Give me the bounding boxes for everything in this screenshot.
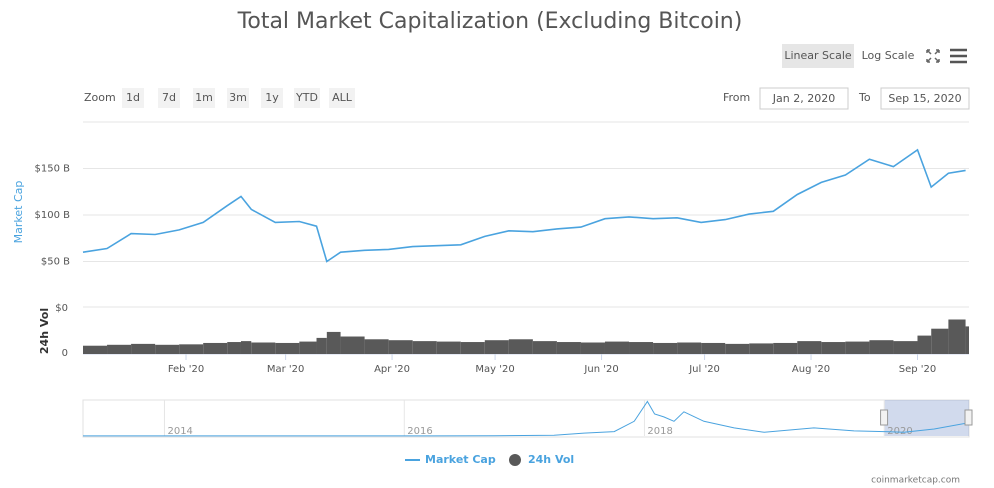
navigator-tick-label: 2018 [647, 426, 672, 437]
y-tick-label: $150 B [35, 164, 71, 175]
menu-icon[interactable] [950, 48, 967, 64]
zoom-button-label[interactable]: YTD [295, 91, 318, 104]
navigator-handle[interactable] [964, 409, 973, 426]
volume-bar [532, 341, 557, 354]
zoom-button-label[interactable]: 1d [126, 91, 140, 104]
log-scale-label[interactable]: Log Scale [862, 49, 915, 62]
linear-scale-button[interactable] [782, 44, 854, 68]
volume-bar [725, 343, 750, 354]
navigator-tick-label: 2016 [407, 426, 432, 437]
x-tick-label: Jun '20 [583, 364, 618, 375]
zoom-button[interactable] [193, 88, 215, 108]
volume-bar [412, 341, 437, 354]
navigator-frame [82, 399, 970, 438]
x-tick-label: Aug '20 [792, 364, 830, 375]
volume-bar [948, 319, 966, 354]
legend-dot [509, 454, 521, 466]
x-tick-label: May '20 [475, 364, 514, 375]
x-tick-label: Sep '20 [899, 364, 937, 375]
y2-axis-title: 24h Vol [38, 308, 51, 354]
y2-top-label: $0 [55, 303, 68, 314]
linear-scale-label[interactable]: Linear Scale [784, 49, 852, 62]
zoom-button[interactable] [227, 88, 249, 108]
zoom-button[interactable] [158, 88, 180, 108]
volume-bar [340, 336, 365, 354]
volume-bar [773, 342, 798, 354]
volume-bar [701, 342, 726, 354]
volume-bar [917, 335, 932, 354]
volume-bar [629, 342, 654, 354]
y2-tick-label: 0 [62, 348, 68, 359]
volume-bar [326, 331, 341, 354]
volume-bar [275, 342, 300, 354]
from-date[interactable]: Jan 2, 2020 [772, 92, 835, 105]
x-tick-label: Mar '20 [267, 364, 305, 375]
from-label: From [723, 91, 750, 104]
navigator-tick-label: 2020 [887, 426, 912, 437]
volume-bar [965, 326, 969, 354]
y-tick-label: $100 B [35, 210, 71, 221]
volume-bar [893, 341, 918, 354]
volume-bar [484, 340, 509, 354]
volume-bar [460, 342, 485, 354]
volume-bar [580, 342, 605, 354]
volume-bar [556, 342, 581, 354]
volume-bar [604, 341, 630, 354]
volume-bar [251, 342, 276, 354]
navigator-line [83, 400, 970, 437]
volume-bar [299, 341, 317, 354]
market-cap-line [82, 148, 966, 263]
zoom-button[interactable] [261, 88, 283, 108]
zoom-button[interactable] [329, 88, 355, 108]
zoom-button-label[interactable]: ALL [332, 91, 353, 104]
volume-bar [749, 343, 774, 354]
volume-bar [131, 343, 156, 354]
navigator-handle[interactable] [880, 409, 889, 426]
legend-label[interactable]: 24h Vol [528, 453, 574, 466]
x-tick-label: Feb '20 [168, 364, 204, 375]
to-date[interactable]: Sep 15, 2020 [888, 92, 961, 105]
y-tick-label: $50 B [41, 257, 70, 268]
volume-bar [179, 344, 204, 354]
zoom-button-label[interactable]: 7d [162, 91, 176, 104]
to-label: To [858, 91, 871, 104]
credit: coinmarketcap.com [871, 476, 960, 486]
volume-bar [240, 341, 252, 354]
zoom-label: Zoom [84, 91, 116, 104]
legend-label[interactable]: Market Cap [425, 453, 496, 466]
to-input[interactable] [880, 87, 970, 110]
volume-bar [155, 344, 180, 354]
volume-bar [203, 342, 228, 354]
x-tick-label: Apr '20 [374, 364, 410, 375]
volume-bar [83, 345, 108, 354]
zoom-button-label[interactable]: 1y [265, 91, 279, 104]
volume-bar [931, 328, 949, 354]
volume-bar [107, 344, 132, 354]
volume-bar [388, 340, 413, 354]
volume-bar [364, 339, 389, 354]
zoom-button[interactable] [294, 88, 320, 108]
volume-bar [316, 337, 327, 354]
volume-bar [653, 342, 678, 354]
fullscreen-icon[interactable] [926, 49, 940, 63]
volume-bar [845, 341, 870, 354]
zoom-button-label[interactable]: 1m [195, 91, 213, 104]
volume-bar [797, 341, 822, 354]
zoom-button[interactable] [122, 88, 144, 108]
volume-bar [821, 342, 846, 354]
volume-bar [227, 342, 241, 354]
from-input[interactable] [759, 87, 849, 110]
y-axis-title: Market Cap [12, 181, 25, 244]
zoom-button-label[interactable]: 3m [229, 91, 247, 104]
x-tick-label: Jul '20 [688, 364, 720, 375]
chart-title: Total Market Capitalization (Excluding B… [237, 9, 743, 34]
volume-bar [869, 340, 894, 354]
volume-bar [508, 339, 533, 354]
navigator-tick-label: 2014 [167, 426, 192, 437]
volume-bar [436, 341, 461, 354]
volume-bar [677, 342, 702, 354]
